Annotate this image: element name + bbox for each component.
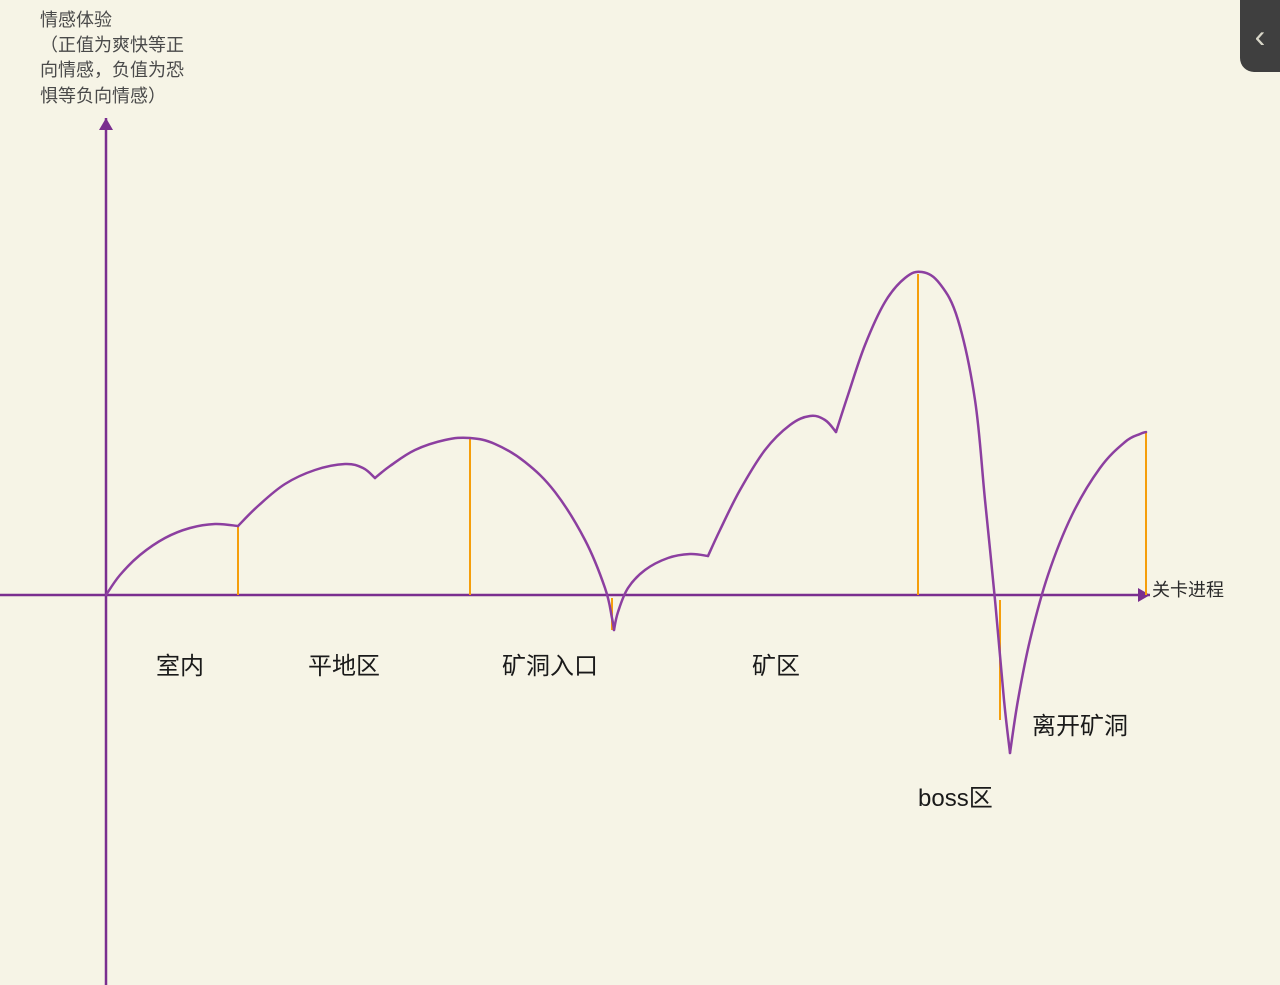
segment-label: 矿洞入口 (502, 646, 598, 681)
emotion-curve (708, 416, 836, 556)
chevron-left-icon: ‹ (1255, 18, 1266, 55)
collapse-tab[interactable]: ‹ (1240, 0, 1280, 72)
segment-label: 室内 (156, 646, 204, 681)
emotion-curve (375, 438, 614, 630)
emotion-curve (1010, 432, 1146, 753)
emotion-curve (238, 464, 375, 526)
segment-label: boss区 (918, 778, 993, 813)
segment-label: 平地区 (308, 646, 380, 681)
segment-label: 矿区 (752, 646, 800, 681)
y-axis-label: 情感体验 （正值为爽快等正 向情感，负值为恐 惧等负向情感） (40, 8, 184, 109)
emotion-curve (614, 554, 708, 630)
x-axis-label: 关卡进程 (1152, 576, 1224, 602)
emotion-curve (106, 524, 238, 595)
segment-label: 离开矿洞 (1032, 706, 1128, 741)
emotion-curve (836, 272, 1010, 753)
